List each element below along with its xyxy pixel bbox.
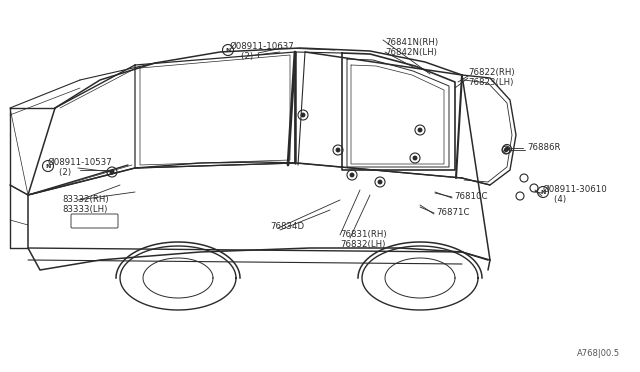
Circle shape <box>336 148 340 152</box>
Circle shape <box>504 148 508 151</box>
Circle shape <box>378 180 381 184</box>
Text: 76841N(RH)
76842N(LH): 76841N(RH) 76842N(LH) <box>385 38 438 57</box>
Text: 83332(RH)
83333(LH): 83332(RH) 83333(LH) <box>62 195 109 214</box>
Circle shape <box>110 170 114 174</box>
Text: A768|00.5: A768|00.5 <box>577 349 620 358</box>
Circle shape <box>350 173 354 177</box>
Text: N: N <box>540 189 546 195</box>
Text: N: N <box>225 48 230 52</box>
Text: 76886R: 76886R <box>527 144 561 153</box>
Circle shape <box>419 128 422 132</box>
Circle shape <box>506 147 509 151</box>
Circle shape <box>301 113 305 117</box>
Text: 76834D: 76834D <box>270 222 304 231</box>
Text: 76871C: 76871C <box>436 208 470 217</box>
Circle shape <box>413 156 417 160</box>
Text: 76831(RH)
76832(LH): 76831(RH) 76832(LH) <box>340 230 387 249</box>
Text: N: N <box>45 164 51 169</box>
Text: 76810C: 76810C <box>454 192 488 201</box>
Text: 76822(RH)
76823(LH): 76822(RH) 76823(LH) <box>468 68 515 87</box>
Text: Ø08911-10537
    (2): Ø08911-10537 (2) <box>48 158 113 177</box>
Text: Ø08911-30610
    (4): Ø08911-30610 (4) <box>543 185 608 204</box>
Text: Ø08911-10637
    (2): Ø08911-10637 (2) <box>230 42 295 61</box>
